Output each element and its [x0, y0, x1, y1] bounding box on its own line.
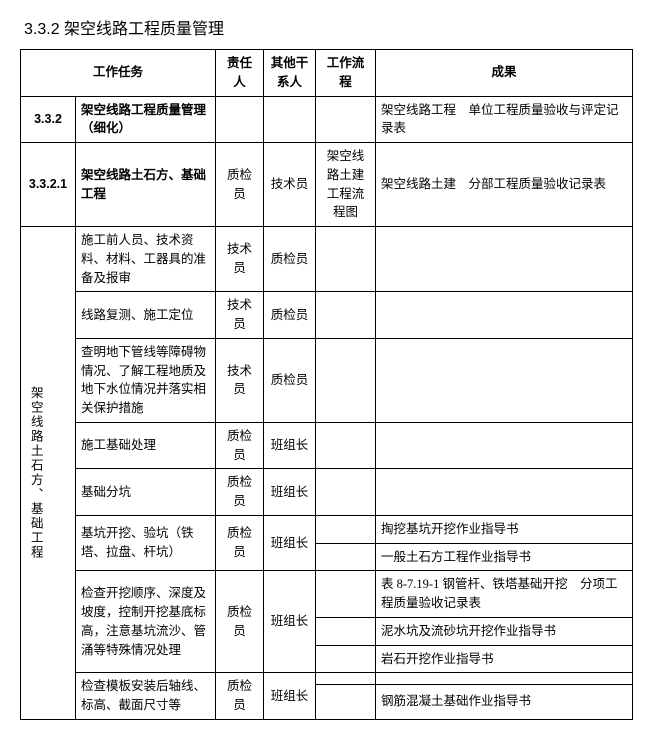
cell-flow: [316, 684, 376, 719]
cell-other: 班组长: [264, 673, 316, 720]
cell-resp: 质检员: [216, 515, 264, 571]
cell-flow: [316, 673, 376, 684]
cell-other: 质检员: [264, 292, 316, 339]
row-a: 架空线路土石方、基础工程 施工前人员、技术资料、材料、工器具的准备及报审 技术员…: [21, 227, 633, 292]
cell-num: 3.3.2.1: [21, 143, 76, 227]
cell-resp: 质检员: [216, 422, 264, 469]
cell-result: [376, 292, 633, 339]
row-d: 施工基础处理 质检员 班组长: [21, 422, 633, 469]
cell-flow: [316, 543, 376, 571]
row-i1: 检查模板安装后轴线、标高、截面尺寸等 质检员 班组长: [21, 673, 633, 684]
cell-result: 岩石开挖作业指导书: [376, 645, 633, 673]
cell-result: 泥水坑及流砂坑开挖作业指导书: [376, 617, 633, 645]
cell-flow: [316, 515, 376, 543]
cell-other: 班组长: [264, 571, 316, 673]
cell-result: 表 8-7.19-1 钢管杆、铁塔基础开挖 分项工程质量验收记录表: [376, 571, 633, 618]
section-title: 3.3.2 架空线路工程质量管理: [24, 15, 633, 39]
cell-result: 一般土石方工程作业指导书: [376, 543, 633, 571]
qm-table: 工作任务 责任人 其他干系人 工作流程 成果 3.3.2 架空线路工程质量管理（…: [20, 49, 633, 720]
cell-task: 检查模板安装后轴线、标高、截面尺寸等: [76, 673, 216, 720]
cell-result: [376, 227, 633, 292]
hdr-other: 其他干系人: [264, 50, 316, 97]
cell-other: 质检员: [264, 338, 316, 422]
cell-result: [376, 422, 633, 469]
cell-flow: 架空线路土建工程流程图: [316, 143, 376, 227]
cell-resp: 技术员: [216, 292, 264, 339]
cell-flow: [316, 422, 376, 469]
cell-task: 查明地下管线等障碍物情况、了解工程地质及地下水位情况并落实相关保护措施: [76, 338, 216, 422]
cell-result: 架空线路工程 单位工程质量验收与评定记录表: [376, 96, 633, 143]
cell-other: 班组长: [264, 515, 316, 571]
cell-num: 3.3.2: [21, 96, 76, 143]
cell-other: [264, 96, 316, 143]
cell-resp: 技术员: [216, 227, 264, 292]
cell-other: 技术员: [264, 143, 316, 227]
cell-task: 基础分坑: [76, 469, 216, 516]
cell-task: 架空线路工程质量管理（细化）: [76, 96, 216, 143]
cell-result: 掏挖基坑开挖作业指导书: [376, 515, 633, 543]
cell-resp: 技术员: [216, 338, 264, 422]
row-f1: 基坑开挖、验坑（铁塔、拉盘、杆坑） 质检员 班组长 掏挖基坑开挖作业指导书: [21, 515, 633, 543]
cell-flow: [316, 469, 376, 516]
cell-result: [376, 338, 633, 422]
hdr-task: 工作任务: [21, 50, 216, 97]
group-label: 架空线路土石方、基础工程: [21, 227, 76, 720]
cell-result: 架空线路土建 分部工程质量验收记录表: [376, 143, 633, 227]
cell-resp: 质检员: [216, 469, 264, 516]
row-e: 基础分坑 质检员 班组长: [21, 469, 633, 516]
cell-flow: [316, 292, 376, 339]
cell-task: 施工基础处理: [76, 422, 216, 469]
cell-flow: [316, 96, 376, 143]
hdr-flow: 工作流程: [316, 50, 376, 97]
cell-task: 线路复测、施工定位: [76, 292, 216, 339]
row-332: 3.3.2 架空线路工程质量管理（细化） 架空线路工程 单位工程质量验收与评定记…: [21, 96, 633, 143]
cell-task: 架空线路土石方、基础工程: [76, 143, 216, 227]
cell-flow: [316, 338, 376, 422]
header-row: 工作任务 责任人 其他干系人 工作流程 成果: [21, 50, 633, 97]
cell-flow: [316, 571, 376, 618]
cell-other: 班组长: [264, 469, 316, 516]
hdr-resp: 责任人: [216, 50, 264, 97]
row-c: 查明地下管线等障碍物情况、了解工程地质及地下水位情况并落实相关保护措施 技术员 …: [21, 338, 633, 422]
cell-task: 基坑开挖、验坑（铁塔、拉盘、杆坑）: [76, 515, 216, 571]
row-b: 线路复测、施工定位 技术员 质检员: [21, 292, 633, 339]
cell-task: 检查开挖顺序、深度及坡度，控制开挖基底标高，注意基坑流沙、管涌等特殊情况处理: [76, 571, 216, 673]
row-3321: 3.3.2.1 架空线路土石方、基础工程 质检员 技术员 架空线路土建工程流程图…: [21, 143, 633, 227]
cell-result: 钢筋混凝土基础作业指导书: [376, 684, 633, 719]
cell-resp: [216, 96, 264, 143]
cell-result: [376, 673, 633, 684]
cell-result: [376, 469, 633, 516]
cell-other: 班组长: [264, 422, 316, 469]
cell-flow: [316, 645, 376, 673]
cell-resp: 质检员: [216, 673, 264, 720]
hdr-result: 成果: [376, 50, 633, 97]
cell-flow: [316, 227, 376, 292]
row-h1: 检查开挖顺序、深度及坡度，控制开挖基底标高，注意基坑流沙、管涌等特殊情况处理 质…: [21, 571, 633, 618]
cell-other: 质检员: [264, 227, 316, 292]
cell-flow: [316, 617, 376, 645]
cell-resp: 质检员: [216, 143, 264, 227]
cell-task: 施工前人员、技术资料、材料、工器具的准备及报审: [76, 227, 216, 292]
cell-resp: 质检员: [216, 571, 264, 673]
